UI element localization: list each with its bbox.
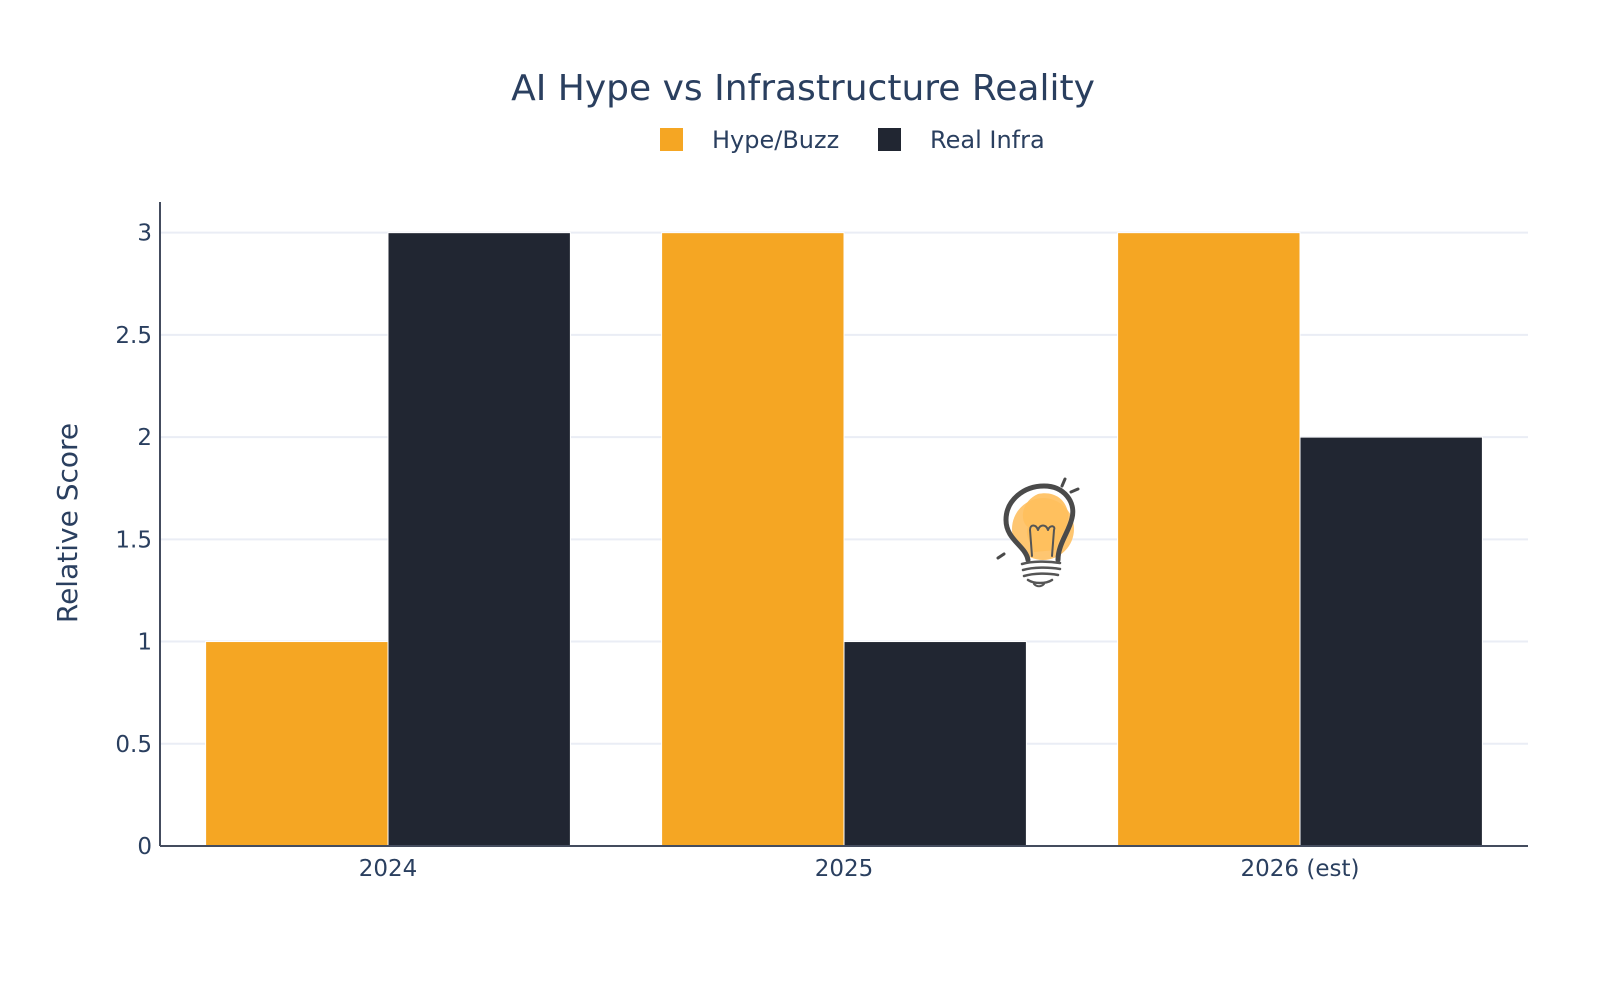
- y-tick-label: 1.5: [115, 527, 152, 553]
- legend: Hype/Buzz Real Infra: [660, 126, 1045, 154]
- bar-hype-buzz-2024: [205, 641, 389, 847]
- y-tick-label: 0: [137, 834, 152, 860]
- y-tick-label: 0.5: [115, 732, 152, 758]
- bar-hype-buzz-2025: [661, 232, 845, 847]
- bar-real-infra-2026-est: [1299, 436, 1483, 847]
- legend-label: Real Infra: [930, 126, 1045, 154]
- x-axis-ticks: 2024 2025 2026 (est): [359, 856, 1360, 882]
- y-tick-label: 2.5: [115, 323, 152, 349]
- y-tick-label: 3: [137, 221, 152, 247]
- y-tick-label: 1: [137, 630, 152, 656]
- x-tick-label: 2024: [359, 856, 418, 882]
- x-tick-label: 2026 (est): [1241, 856, 1360, 882]
- bar-real-infra-2025: [843, 641, 1027, 847]
- bar-real-infra-2024: [387, 232, 571, 847]
- y-axis-ticks: 0 0.5 1 1.5 2 2.5 3: [115, 221, 152, 860]
- legend-swatch: [660, 128, 683, 151]
- y-tick-label: 2: [137, 425, 152, 451]
- lightbulb-icon: [996, 477, 1080, 588]
- y-axis-title: Relative Score: [51, 423, 84, 623]
- bars: [205, 232, 1483, 847]
- legend-label: Hype/Buzz: [712, 126, 839, 154]
- x-tick-label: 2025: [815, 856, 874, 882]
- legend-swatch: [878, 128, 901, 151]
- chart-title: AI Hype vs Infrastructure Reality: [511, 68, 1095, 109]
- bar-hype-buzz-2026-est: [1117, 232, 1301, 847]
